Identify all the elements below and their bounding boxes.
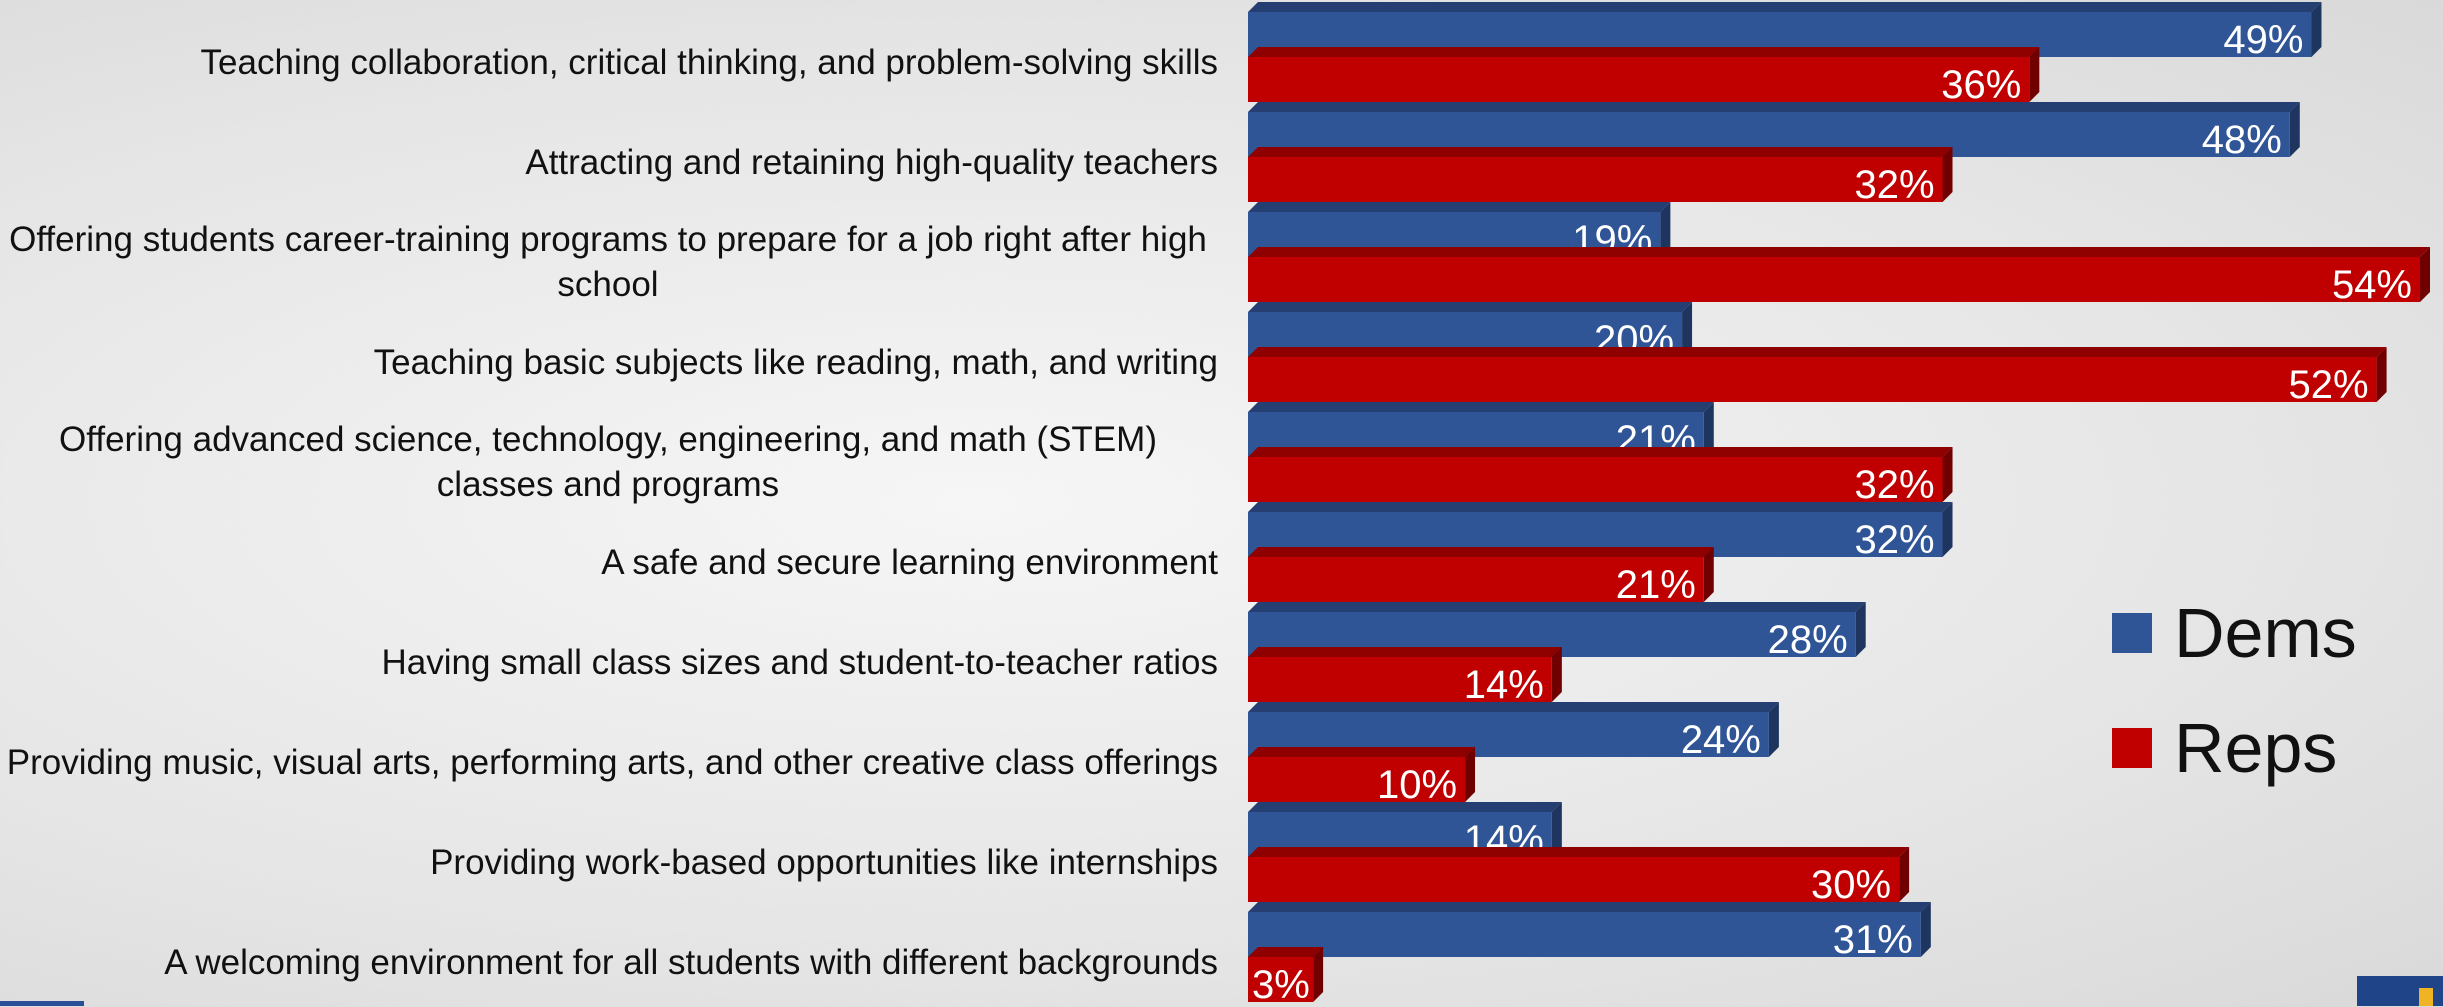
bar-side-face bbox=[1920, 902, 1931, 957]
bar-top-face bbox=[1248, 747, 1476, 757]
bar-reps: 10% bbox=[1248, 747, 1476, 807]
bar-front-face bbox=[1248, 557, 1704, 602]
data-label: 24% bbox=[1681, 718, 1761, 762]
bar-side-face bbox=[1551, 647, 1562, 702]
bar-top-face bbox=[1248, 802, 1562, 812]
category-label: Having small class sizes and student-to-… bbox=[381, 642, 1218, 682]
bar-side-face bbox=[2029, 47, 2040, 102]
category-label: Providing music, visual arts, performing… bbox=[6, 742, 1218, 782]
bar-reps: 54% bbox=[1248, 247, 2430, 307]
bar-top-face bbox=[1248, 547, 1714, 557]
bar-reps: 36% bbox=[1248, 47, 2040, 107]
bar-reps: 3% bbox=[1248, 947, 1324, 1006]
bar-top-face bbox=[1248, 302, 1693, 312]
bar-front-face bbox=[1248, 857, 1900, 902]
bar-side-face bbox=[1465, 747, 1476, 802]
bar-front-face bbox=[1248, 257, 2420, 302]
category-label: Offering advanced science, technology, e… bbox=[59, 420, 1157, 504]
bar-top-face bbox=[1248, 902, 1931, 912]
bar-side-face bbox=[1703, 402, 1714, 457]
bar-side-face bbox=[1942, 147, 1953, 202]
legend-swatch-reps bbox=[2112, 727, 2152, 768]
legend-label-reps: Reps bbox=[2174, 708, 2338, 787]
data-label: 32% bbox=[1854, 463, 1934, 507]
bar-reps: 32% bbox=[1248, 447, 1953, 507]
bar-front-face bbox=[1248, 157, 1943, 202]
data-label: 10% bbox=[1377, 763, 1457, 807]
bar-top-face bbox=[1248, 602, 1866, 612]
data-label: 3% bbox=[1252, 963, 1310, 1006]
bar-side-face bbox=[1660, 202, 1671, 257]
bar-front-face bbox=[1248, 57, 2030, 102]
bar-side-face bbox=[1942, 447, 1953, 502]
logo-fragment-right bbox=[2357, 976, 2443, 1006]
data-label: 49% bbox=[2223, 18, 2303, 62]
bar-top-face bbox=[1248, 847, 1910, 857]
bar-top-face bbox=[1248, 102, 2300, 112]
bar-top-face bbox=[1248, 247, 2430, 257]
bar-top-face bbox=[1248, 402, 1714, 412]
legend-swatch-dems bbox=[2112, 612, 2152, 653]
bar-front-face bbox=[1248, 912, 1921, 957]
bar-side-face bbox=[1942, 502, 1953, 557]
bar-side-face bbox=[1855, 602, 1866, 657]
legend: Dems Reps bbox=[2112, 575, 2357, 805]
bar-top-face bbox=[1248, 347, 2387, 357]
category-label: Teaching collaboration, critical thinkin… bbox=[200, 42, 1218, 82]
bar-top-face bbox=[1248, 447, 1953, 457]
bar-side-face bbox=[1899, 847, 1910, 902]
bar-top-face bbox=[1248, 702, 1779, 712]
bar-side-face bbox=[1768, 702, 1779, 757]
category-label: Attracting and retaining high-quality te… bbox=[525, 142, 1218, 182]
bar-side-face bbox=[1313, 947, 1324, 1002]
data-label: 21% bbox=[1616, 563, 1696, 607]
bar-side-face bbox=[2311, 2, 2322, 57]
bar-reps: 30% bbox=[1248, 847, 1910, 907]
logo-fragment-left bbox=[0, 1001, 84, 1006]
bar-top-face bbox=[1248, 47, 2040, 57]
category-label: A welcoming environment for all students… bbox=[164, 942, 1218, 982]
bar-side-face bbox=[2289, 102, 2300, 157]
bar-front-face bbox=[1248, 957, 1314, 1002]
category-label: Offering students career-training progra… bbox=[9, 220, 1207, 304]
data-label: 28% bbox=[1768, 618, 1848, 662]
bar-reps: 21% bbox=[1248, 547, 1714, 607]
legend-label-dems: Dems bbox=[2174, 593, 2357, 672]
data-label: 32% bbox=[1854, 518, 1934, 562]
bar-front-face bbox=[1248, 757, 1466, 802]
bar-top-face bbox=[1248, 2, 2322, 12]
bar-top-face bbox=[1248, 947, 1324, 957]
bar-top-face bbox=[1248, 147, 1953, 157]
bar-front-face bbox=[1248, 657, 1552, 702]
bar-front-face bbox=[1248, 357, 2377, 402]
data-label: 31% bbox=[1833, 918, 1913, 962]
bar-front-face bbox=[1248, 457, 1943, 502]
data-label: 54% bbox=[2332, 263, 2412, 307]
bar-top-face bbox=[1248, 202, 1671, 212]
category-label: Teaching basic subjects like reading, ma… bbox=[373, 342, 1218, 382]
bar-reps: 32% bbox=[1248, 147, 1953, 207]
bar-side-face bbox=[1551, 802, 1562, 857]
data-label: 32% bbox=[1854, 163, 1934, 207]
data-label: 36% bbox=[1941, 63, 2021, 107]
bar-reps: 52% bbox=[1248, 347, 2387, 407]
legend-item-reps: Reps bbox=[2112, 690, 2357, 805]
bar-side-face bbox=[2376, 347, 2387, 402]
category-label: Providing work-based opportunities like … bbox=[430, 842, 1218, 882]
data-label: 14% bbox=[1464, 663, 1544, 707]
bar-side-face bbox=[1682, 302, 1693, 357]
legend-item-dems: Dems bbox=[2112, 575, 2357, 690]
bar-top-face bbox=[1248, 502, 1953, 512]
bar-side-face bbox=[2420, 247, 2430, 302]
bar-dems: 31% bbox=[1248, 902, 1931, 962]
data-label: 30% bbox=[1811, 863, 1891, 907]
data-label: 52% bbox=[2289, 363, 2369, 407]
data-label: 48% bbox=[2202, 118, 2282, 162]
category-label: A safe and secure learning environment bbox=[601, 542, 1218, 582]
bar-side-face bbox=[1703, 547, 1714, 602]
bar-top-face bbox=[1248, 647, 1562, 657]
bar-reps: 14% bbox=[1248, 647, 1562, 707]
